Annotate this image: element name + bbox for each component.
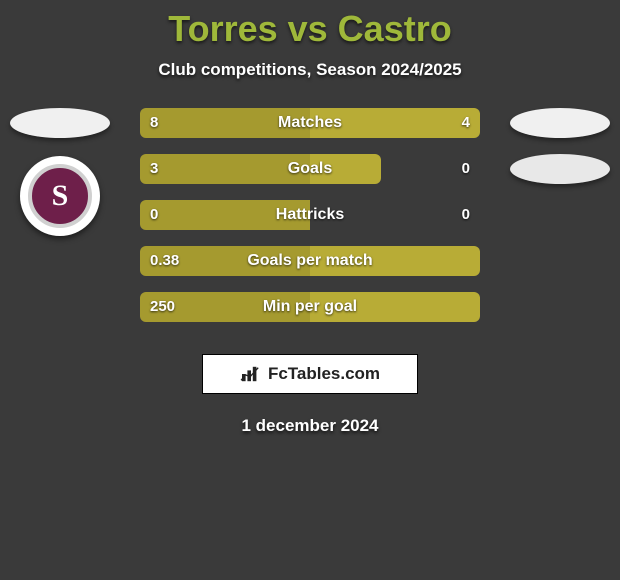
stat-value-left: 3 [140, 154, 168, 184]
stat-value-right: 0 [452, 200, 480, 230]
stat-value-right [460, 246, 480, 276]
page-title: Torres vs Castro [0, 0, 620, 50]
date-text: 1 december 2024 [0, 416, 620, 436]
stat-label: Min per goal [263, 292, 357, 322]
stat-value-right: 0 [452, 154, 480, 184]
stat-value-left: 0.38 [140, 246, 189, 276]
stat-row: 250 Min per goal [0, 292, 620, 322]
stat-label: Goals [288, 154, 332, 184]
stat-row: 3 0 Goals [0, 154, 620, 184]
bar-track: 0.38 Goals per match [140, 246, 480, 276]
bar-track: 250 Min per goal [140, 292, 480, 322]
bar-track: 3 0 Goals [140, 154, 480, 184]
stat-label: Hattricks [276, 200, 344, 230]
stat-row: 0.38 Goals per match [0, 246, 620, 276]
stat-value-left: 0 [140, 200, 168, 230]
stat-value-left: 8 [140, 108, 168, 138]
subtitle: Club competitions, Season 2024/2025 [0, 60, 620, 80]
stat-label: Goals per match [247, 246, 372, 276]
stat-label: Matches [278, 108, 342, 138]
stat-value-left: 250 [140, 292, 185, 322]
stat-value-right: 4 [452, 108, 480, 138]
stat-row: 0 0 Hattricks [0, 200, 620, 230]
comparison-chart: S 84Matches30Goals00Hattricks0.38Goals p… [0, 108, 620, 338]
footer-brand-text: FcTables.com [268, 364, 380, 384]
footer-brand-badge[interactable]: FcTables.com [202, 354, 418, 394]
bar-chart-icon [240, 365, 262, 383]
stat-value-right [460, 292, 480, 322]
bar-track: 0 0 Hattricks [140, 200, 480, 230]
bar-track: 8 4 Matches [140, 108, 480, 138]
stat-row: 8 4 Matches [0, 108, 620, 138]
